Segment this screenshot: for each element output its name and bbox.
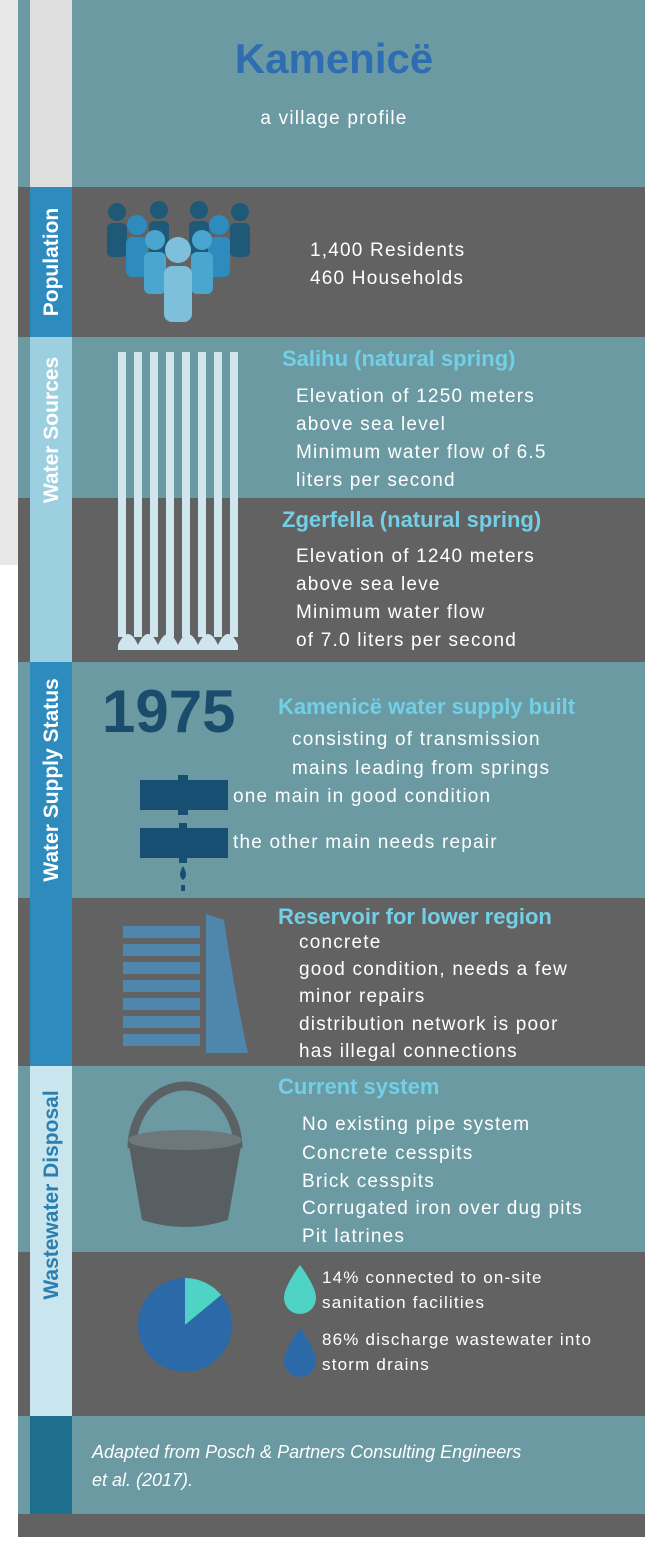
system-heading: Current system bbox=[278, 1074, 439, 1099]
system-line: Concrete cesspits bbox=[302, 1143, 473, 1164]
header-bg bbox=[18, 0, 645, 187]
section-label: Water Sources bbox=[40, 357, 63, 503]
population-line: 460 Households bbox=[310, 268, 464, 289]
spring-line: Elevation of 1240 meters bbox=[296, 546, 535, 567]
reservoir-line: minor repairs bbox=[299, 986, 425, 1007]
spring-line: above sea level bbox=[296, 414, 446, 435]
infographic: Kamenicë a village profile Population Wa… bbox=[0, 0, 648, 1537]
section-label: Population bbox=[40, 208, 63, 317]
section-label: Water Supply Status bbox=[40, 678, 63, 881]
title: Kamenicë bbox=[235, 35, 433, 82]
pie-label: sanitation facilities bbox=[322, 1293, 485, 1312]
page: Kamenicë a village profile Population Wa… bbox=[0, 0, 648, 1537]
spring-line: of 7.0 liters per second bbox=[296, 630, 517, 651]
panel bbox=[18, 1416, 645, 1514]
reservoir-line: good condition, needs a few bbox=[299, 959, 568, 980]
source: Adapted from Posch & Partners Consulting… bbox=[91, 1442, 521, 1462]
panel bbox=[18, 1514, 645, 1537]
spring-name: Zgerfella (natural spring) bbox=[282, 507, 541, 532]
spring-line: Elevation of 1250 meters bbox=[296, 386, 535, 407]
strip bbox=[30, 0, 72, 187]
section-label: Wastewater Disposal bbox=[40, 1090, 63, 1299]
spring-line: Minimum water flow bbox=[296, 602, 485, 623]
spring-line: above sea leve bbox=[296, 574, 441, 595]
pie-label: 86% discharge wastewater into bbox=[322, 1330, 592, 1349]
year: 1975 bbox=[102, 678, 235, 745]
reservoir-line: distribution network is poor bbox=[299, 1014, 559, 1035]
reservoir-line: concrete bbox=[299, 932, 381, 953]
status-heading: Kamenicë water supply built bbox=[278, 694, 576, 719]
main-status: the other main needs repair bbox=[233, 832, 498, 853]
population-line: 1,400 Residents bbox=[310, 240, 465, 261]
status-line: consisting of transmission bbox=[292, 729, 541, 750]
side-bg bbox=[0, 0, 18, 565]
source: et al. (2017). bbox=[92, 1470, 193, 1490]
spring-line: liters per second bbox=[296, 470, 456, 491]
subtitle: a village profile bbox=[260, 108, 407, 129]
strip bbox=[30, 1416, 72, 1514]
pie-label: 14% connected to on-site bbox=[322, 1268, 543, 1287]
system-line: Brick cesspits bbox=[302, 1171, 435, 1192]
system-line: Corrugated iron over dug pits bbox=[302, 1198, 583, 1219]
pie-chart bbox=[138, 1278, 232, 1372]
reservoir-heading: Reservoir for lower region bbox=[278, 904, 552, 929]
spring-name: Salihu (natural spring) bbox=[282, 346, 515, 371]
system-line: No existing pipe system bbox=[302, 1114, 530, 1135]
status-line: mains leading from springs bbox=[292, 758, 550, 779]
spring-line: Minimum water flow of 6.5 bbox=[296, 442, 547, 463]
system-line: Pit latrines bbox=[302, 1226, 405, 1247]
pie-label: storm drains bbox=[322, 1355, 430, 1374]
main-status: one main in good condition bbox=[233, 786, 491, 807]
reservoir-line: has illegal connections bbox=[299, 1041, 518, 1062]
